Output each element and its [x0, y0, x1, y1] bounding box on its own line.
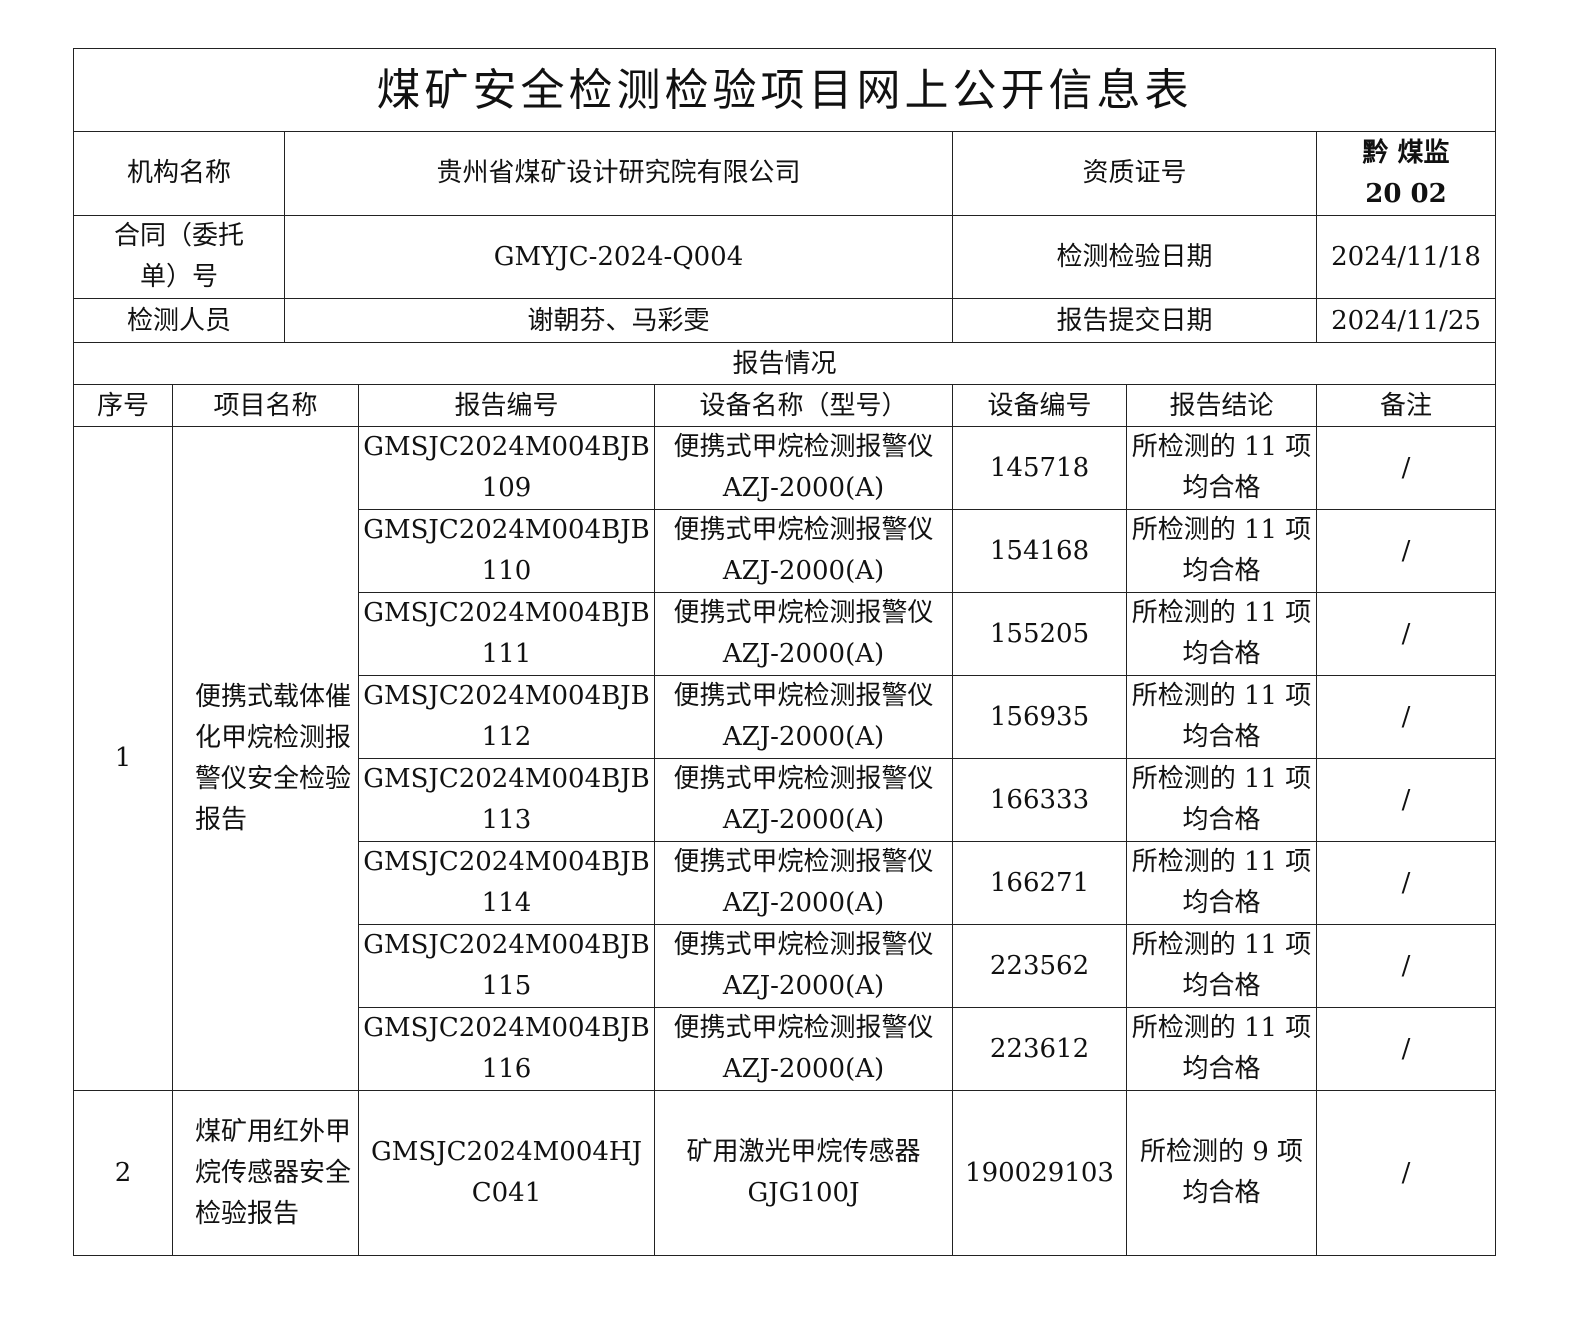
note: /: [1316, 924, 1496, 1008]
report-number: GMSJC2024M004BJB116: [358, 1007, 655, 1091]
report-conclusion: 所检测的 11 项均合格: [1126, 592, 1317, 676]
contract-label-line2: 单）号: [139, 262, 218, 292]
table-row: GMSJC2024M004BJB113 便携式甲烷检测报警仪 AZJ-2000(A…: [74, 758, 1496, 842]
item-no: 1: [73, 426, 173, 1091]
device-serial: 223562: [952, 924, 1127, 1008]
table-row: 1 便携式载体催化甲烷检测报警仪安全检验报告 GMSJC2024M004BJB109…: [73, 426, 1496, 1091]
device-serial: 155205: [952, 592, 1127, 676]
device-name: 便携式甲烷检测报警仪 AZJ-2000(A): [654, 675, 953, 759]
device-name: 便携式甲烷检测报警仪 AZJ-2000(A): [654, 841, 953, 925]
cert-value-line2: 20 02: [1365, 178, 1447, 209]
report-conclusion: 所检测的 11 项均合格: [1126, 924, 1317, 1008]
device-name: 便携式甲烷检测报警仪 AZJ-2000(A): [654, 924, 953, 1008]
report-conclusion: 所检测的 11 项均合格: [1126, 509, 1317, 593]
info-table: 煤矿安全检测检验项目网上公开信息表 机构名称 贵州省煤矿设计研究院有限公司 资质…: [73, 48, 1496, 1256]
item-no: 2: [73, 1090, 173, 1256]
note: /: [1316, 1007, 1496, 1091]
device-name: 便携式甲烷检测报警仪 AZJ-2000(A): [654, 758, 953, 842]
org-value: 贵州省煤矿设计研究院有限公司: [284, 131, 953, 216]
note: /: [1316, 426, 1496, 510]
report-conclusion: 所检测的 11 项均合格: [1126, 1007, 1317, 1091]
table-row: GMSJC2024M004BJB111 便携式甲烷检测报警仪 AZJ-2000(A…: [74, 592, 1496, 676]
contract-label: 合同（委托单）号: [73, 215, 285, 299]
report-number: GMSJC2024M004BJB112: [358, 675, 655, 759]
table-row: GMSJC2024M004BJB112 便携式甲烷检测报警仪 AZJ-2000(A…: [74, 675, 1496, 759]
device-name: 矿用激光甲烷传感器 GJG100J: [654, 1090, 953, 1256]
report-number: GMSJC2024M004BJB110: [358, 509, 655, 593]
project-name: 煤矿用红外甲烷传感器安全检验报告: [172, 1090, 359, 1256]
note: /: [1316, 841, 1496, 925]
report-number: GMSJC2024M004BJB113: [358, 758, 655, 842]
table-row: GMSJC2024M004BJB110 便携式甲烷检测报警仪 AZJ-2000(A…: [74, 509, 1496, 593]
col-header-serial: 设备编号: [952, 384, 1127, 427]
note: /: [1316, 758, 1496, 842]
report-number: GMSJC2024M004HJC041: [358, 1090, 655, 1256]
col-header-device: 设备名称（型号）: [654, 384, 953, 427]
report-number: GMSJC2024M004BJB109: [358, 426, 655, 510]
device-name: 便携式甲烷检测报警仪 AZJ-2000(A): [654, 592, 953, 676]
col-header-no: 序号: [73, 384, 173, 427]
note: /: [1316, 509, 1496, 593]
test-date-label: 检测检验日期: [952, 215, 1317, 299]
page-title: 煤矿安全检测检验项目网上公开信息表: [73, 48, 1496, 132]
col-header-note: 备注: [1316, 384, 1496, 427]
device-serial: 190029103: [952, 1090, 1127, 1256]
device-serial: 145718: [952, 426, 1127, 510]
project-name: 便携式载体催化甲烷检测报警仪安全检验报告: [172, 426, 359, 1091]
test-date-value: 2024/11/18: [1316, 215, 1496, 299]
device-serial: 156935: [952, 675, 1127, 759]
report-number: GMSJC2024M004BJB114: [358, 841, 655, 925]
device-serial: 166333: [952, 758, 1127, 842]
contract-label-line1: 合同（委托: [113, 221, 244, 251]
section-title: 报告情况: [73, 342, 1496, 385]
device-name: 便携式甲烷检测报警仪 AZJ-2000(A): [654, 426, 953, 510]
device-serial: 154168: [952, 509, 1127, 593]
cert-value-line1: 黔 煤监: [1362, 137, 1450, 168]
report-number: GMSJC2024M004BJB111: [358, 592, 655, 676]
cert-value: 黔 煤监 20 02: [1316, 131, 1496, 216]
device-name: 便携式甲烷检测报警仪 AZJ-2000(A): [654, 509, 953, 593]
report-conclusion: 所检测的 11 项均合格: [1126, 841, 1317, 925]
cert-label: 资质证号: [952, 131, 1317, 216]
note: /: [1316, 675, 1496, 759]
device-serial: 223612: [952, 1007, 1127, 1091]
submit-date-label: 报告提交日期: [952, 298, 1317, 343]
staff-label: 检测人员: [73, 298, 285, 343]
table-row: GMSJC2024M004BJB115 便携式甲烷检测报警仪 AZJ-2000(A…: [74, 924, 1496, 1008]
report-number: GMSJC2024M004BJB115: [358, 924, 655, 1008]
org-label: 机构名称: [73, 131, 285, 216]
note: /: [1316, 592, 1496, 676]
col-header-conclusion: 报告结论: [1126, 384, 1317, 427]
table-row: 2 煤矿用红外甲烷传感器安全检验报告 GMSJC2024M004HJC041 矿用激光…: [73, 1090, 1496, 1256]
col-header-project: 项目名称: [172, 384, 359, 427]
submit-date-value: 2024/11/25: [1316, 298, 1496, 343]
report-conclusion: 所检测的 9 项均合格: [1126, 1090, 1317, 1256]
contract-value: GMYJC-2024-Q004: [284, 215, 953, 299]
staff-value: 谢朝芬、马彩雯: [284, 298, 953, 343]
report-conclusion: 所检测的 11 项均合格: [1126, 675, 1317, 759]
report-conclusion: 所检测的 11 项均合格: [1126, 758, 1317, 842]
device-name: 便携式甲烷检测报警仪 AZJ-2000(A): [654, 1007, 953, 1091]
device-serial: 166271: [952, 841, 1127, 925]
table-row: GMSJC2024M004BJB114 便携式甲烷检测报警仪 AZJ-2000(A…: [74, 841, 1496, 925]
col-header-report: 报告编号: [358, 384, 655, 427]
note: /: [1316, 1090, 1496, 1256]
table-row: GMSJC2024M004BJB116 便携式甲烷检测报警仪 AZJ-2000(A…: [74, 1007, 1496, 1091]
report-conclusion: 所检测的 11 项均合格: [1126, 426, 1317, 510]
